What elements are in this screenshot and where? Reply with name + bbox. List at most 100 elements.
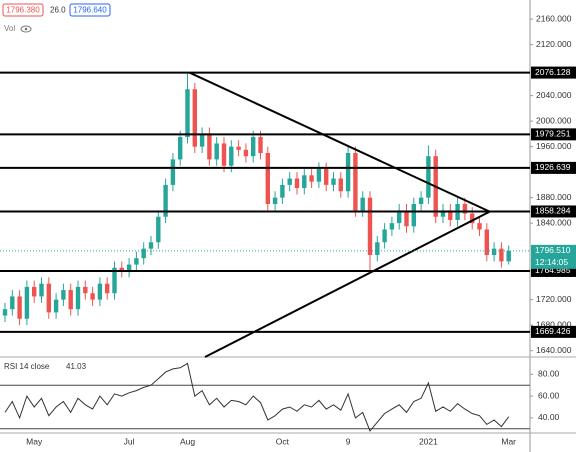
candle-body (24, 286, 30, 319)
candle-body (440, 210, 446, 217)
candle-body (156, 216, 161, 243)
level-label-box (531, 205, 576, 218)
candle-body (397, 210, 402, 224)
x-tick-label: 2021 (419, 436, 438, 446)
y-tick-label: 1960.000 (536, 141, 572, 151)
price-label: 1796.510 (535, 245, 571, 255)
candle-body (90, 293, 95, 300)
candle-body (470, 213, 475, 224)
x-tick-label: Aug (180, 436, 195, 446)
level-label: 1669.426 (535, 326, 571, 336)
level-label: 1979.251 (535, 129, 571, 139)
candle-body (75, 286, 81, 310)
y-tick-label: 60.00 (538, 390, 560, 400)
level-label: 1926.639 (535, 162, 571, 172)
candle-body (462, 204, 468, 214)
candle-body (97, 283, 103, 300)
candle-body (477, 223, 482, 230)
y-tick-label: 1720.000 (536, 294, 572, 304)
candle-body (105, 283, 110, 294)
candle-body (112, 267, 117, 294)
candle-body (272, 197, 278, 204)
y-tick-label: 2040.000 (536, 90, 572, 100)
rsi-value: 41.03 (66, 362, 87, 371)
x-tick-label: Oct (276, 436, 290, 446)
candle-body (382, 229, 387, 243)
x-tick-label: Jul (124, 436, 135, 446)
candle-body (68, 290, 73, 310)
candle-body (258, 137, 263, 153)
price-label-box (531, 244, 576, 269)
candle-body (53, 299, 59, 313)
candle-body (309, 175, 314, 182)
y-tick-label: 2120.000 (536, 39, 572, 49)
y-tick-label: 40.00 (538, 412, 560, 422)
level-label: 1858.284 (535, 206, 571, 216)
trendline (204, 210, 491, 358)
candle-body (2, 309, 8, 316)
candle-body (141, 248, 146, 259)
countdown: 12:14:05 (535, 257, 568, 267)
candle-body (10, 296, 15, 310)
y-tick-label: 1840.000 (536, 217, 572, 227)
level-label-box (531, 325, 576, 338)
level-label: 2076.128 (535, 67, 571, 77)
eye-pupil (24, 27, 28, 31)
trendline (189, 71, 491, 213)
candle-body (338, 178, 343, 192)
candle-body (302, 175, 307, 189)
level-label-box (531, 66, 576, 79)
candle-body (126, 264, 132, 271)
candle-body (360, 197, 365, 211)
candle-body (119, 267, 124, 271)
candle-body (148, 242, 154, 249)
y-tick-label: 2160.000 (536, 13, 572, 23)
candle-body (265, 153, 270, 204)
x-tick-label: Mar (501, 436, 516, 446)
candle-body (287, 178, 292, 185)
level-label-box (531, 128, 576, 141)
candle-body (17, 296, 22, 319)
candle-body (229, 146, 234, 166)
level-label: 1764.985 (535, 265, 571, 275)
candle-body (61, 290, 66, 300)
volume-label: Vol (4, 24, 15, 33)
candle-body (251, 137, 256, 157)
rsi-title: RSI 14 close (4, 362, 50, 371)
candle-body (484, 229, 489, 255)
y-tick-label: 1680.000 (536, 319, 572, 329)
rsi-line (4, 362, 510, 432)
candle-body (163, 184, 168, 217)
candle-body (448, 210, 453, 220)
y-tick-label: 2000.000 (536, 115, 572, 125)
candle-body (345, 153, 351, 192)
spread: 26.0 (50, 6, 66, 15)
candle-body (426, 156, 431, 198)
candle-body (170, 159, 176, 185)
ask-box (69, 3, 111, 17)
y-tick-label: 1880.000 (536, 192, 572, 202)
candle-body (46, 283, 51, 313)
candle-body (207, 133, 212, 160)
candle-body (324, 168, 329, 185)
candle-body (353, 153, 358, 211)
candle-body (39, 283, 44, 297)
ask: 1796.640 (73, 6, 107, 15)
candle-body (280, 184, 285, 198)
candle-body (134, 258, 139, 265)
candle-body (404, 210, 409, 227)
candle-body (499, 248, 504, 262)
level-label-box (531, 161, 576, 174)
candle-body (331, 178, 336, 185)
x-tick-label: 9 (346, 436, 351, 446)
y-tick-label: 80.00 (538, 369, 560, 379)
candle-body (214, 143, 219, 160)
bid-box (2, 3, 44, 17)
candle-body (32, 286, 37, 297)
candle-body (389, 223, 395, 230)
candle-body (199, 133, 205, 147)
candle-body (411, 204, 416, 227)
eye-icon[interactable] (20, 25, 32, 33)
candle-body (316, 168, 322, 182)
